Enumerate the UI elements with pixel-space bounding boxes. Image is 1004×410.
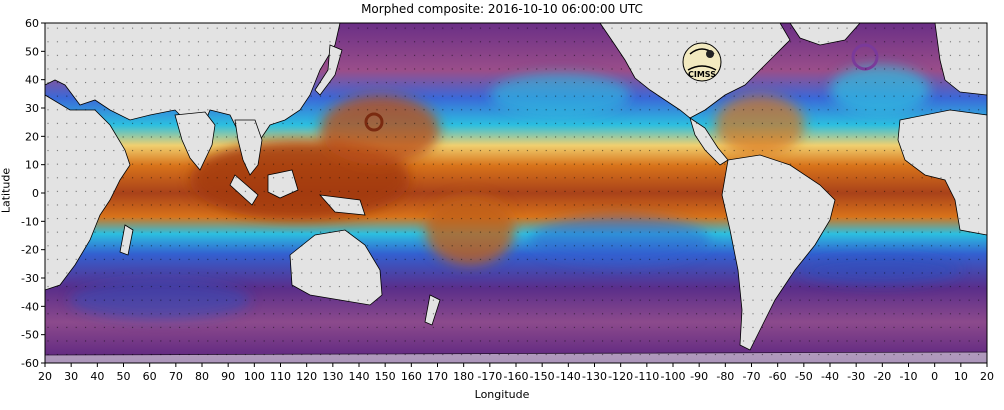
y-tick-label: 10 <box>25 159 39 172</box>
x-tick-label: 0 <box>931 370 938 383</box>
plot-area: CIMSS <box>44 22 988 364</box>
y-tick-label: 30 <box>25 102 39 115</box>
cimss-logo: CIMSS <box>682 42 722 82</box>
x-tick-label: 10 <box>954 370 968 383</box>
x-tick-label: 120 <box>296 370 317 383</box>
logo-text: CIMSS <box>688 70 716 79</box>
x-tick-label: -90 <box>690 370 708 383</box>
y-tick-label: -30 <box>21 272 39 285</box>
x-tick-label: 140 <box>349 370 370 383</box>
x-tick-label: 100 <box>244 370 265 383</box>
y-tick-label: 40 <box>25 74 39 87</box>
x-tick-label: 50 <box>117 370 131 383</box>
x-tick-label: 90 <box>221 370 235 383</box>
x-tick-label: -10 <box>900 370 918 383</box>
x-tick-label: 30 <box>64 370 78 383</box>
x-tick-label: -50 <box>795 370 813 383</box>
x-tick-label: 20 <box>38 370 52 383</box>
x-tick-label: 180 <box>453 370 474 383</box>
x-tick-label: 40 <box>90 370 104 383</box>
x-tick-label: -130 <box>582 370 607 383</box>
graticule-dots <box>45 23 987 363</box>
y-tick-label: -60 <box>21 357 39 370</box>
x-tick-label: 160 <box>401 370 422 383</box>
x-tick-label: -30 <box>847 370 865 383</box>
x-tick-label: 20 <box>980 370 994 383</box>
x-tick-label: -60 <box>769 370 787 383</box>
x-tick-label: -20 <box>873 370 891 383</box>
y-tick-label: 60 <box>25 17 39 30</box>
x-tick-label: -110 <box>634 370 659 383</box>
y-axis-ticks: 60 50 40 30 20 10 0 -10 -20 -30 -40 -50 -60 <box>21 17 45 370</box>
x-tick-label: 170 <box>427 370 448 383</box>
x-tick-label: -160 <box>504 370 529 383</box>
x-tick-label: 80 <box>195 370 209 383</box>
y-tick-label: -20 <box>21 244 39 257</box>
x-tick-label: -150 <box>530 370 555 383</box>
x-tick-label: 150 <box>375 370 396 383</box>
x-tick-label: -70 <box>743 370 761 383</box>
x-axis-label: Longitude <box>474 388 530 401</box>
x-tick-label: 130 <box>322 370 343 383</box>
x-tick-label: -120 <box>608 370 633 383</box>
x-tick-label: 60 <box>143 370 157 383</box>
y-tick-label: -40 <box>21 300 39 313</box>
x-tick-label: 110 <box>270 370 291 383</box>
x-tick-label: -100 <box>661 370 686 383</box>
y-tick-label: -50 <box>21 329 39 342</box>
y-tick-label: 0 <box>32 187 39 200</box>
chart-title: Morphed composite: 2016-10-10 06:00:00 U… <box>361 2 643 16</box>
x-tick-label: -140 <box>556 370 581 383</box>
x-tick-label: -80 <box>716 370 734 383</box>
y-tick-label: -10 <box>21 215 39 228</box>
x-tick-label: -40 <box>821 370 839 383</box>
x-tick-label: 70 <box>169 370 183 383</box>
y-tick-label: 50 <box>25 45 39 58</box>
y-tick-label: 20 <box>25 130 39 143</box>
x-tick-label: -170 <box>477 370 502 383</box>
x-axis-ticks: 20 30 40 50 60 70 80 90 100 110 120 130 140 150 160 170… <box>38 363 994 383</box>
